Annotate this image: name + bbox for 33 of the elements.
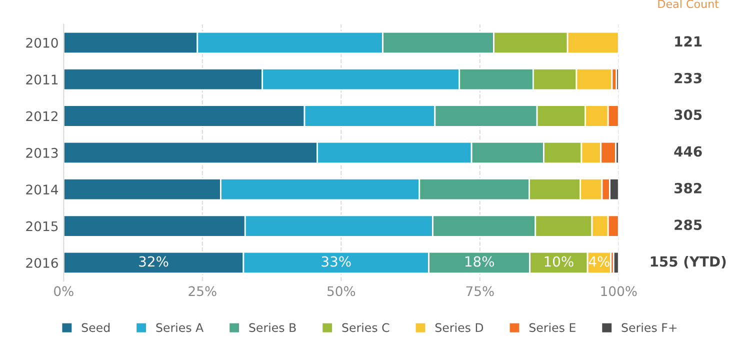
legend-label: Series B (249, 322, 296, 332)
text: 155 (YTD) (650, 256, 726, 268)
x-tick-label: 100% (601, 286, 637, 296)
bar (612, 251, 619, 274)
text: 233 (674, 72, 702, 84)
legend-label: Series E (529, 322, 576, 332)
y-tick-label: 2016 (26, 258, 58, 268)
text: 305 (674, 110, 702, 120)
y-tick-label: 2011 (26, 74, 58, 85)
text: 446 (674, 146, 702, 157)
x-tick-label: 25% (188, 286, 216, 296)
y-tick-label: 2015 (26, 221, 58, 232)
legend-label: Series A (156, 322, 204, 332)
text: 382 (674, 182, 702, 194)
text: 285 (674, 220, 702, 230)
data-label: 32% (139, 256, 168, 267)
legend-label: Series D (435, 322, 484, 332)
y-tick-label: 2014 (26, 184, 58, 195)
y-tick-label: 2012 (26, 111, 58, 122)
legend-label: Seed (82, 322, 110, 332)
legend-label: Series F+ (622, 322, 677, 332)
text: 121 (675, 36, 702, 46)
x-tick-label: 50% (327, 286, 356, 296)
data-label: 33% (322, 256, 351, 267)
x-tick-label: 75% (466, 286, 494, 296)
data-label: 10% (544, 256, 574, 267)
bar (616, 68, 619, 91)
data-label: 4% (588, 256, 610, 267)
legend-label: Series C (342, 322, 390, 332)
y-tick-label: 2010 (26, 38, 58, 48)
data-label: 18% (465, 256, 494, 267)
y-tick-label: 2013 (26, 148, 58, 158)
x-tick-label: 0% (54, 286, 74, 296)
